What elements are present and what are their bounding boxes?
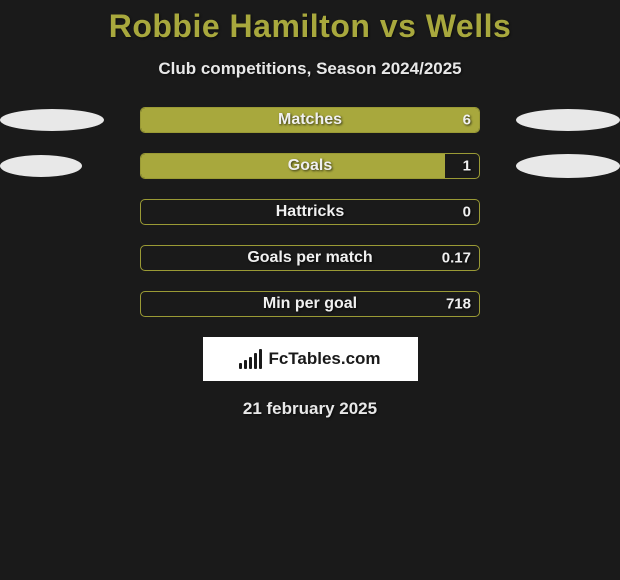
stat-row-goals-per-match: Goals per match 0.17 [0,245,620,271]
stat-bar: Goals 1 [140,153,480,179]
stat-value: 718 [446,296,471,313]
stat-label: Min per goal [141,295,479,313]
left-ellipse [0,109,104,131]
stat-bar-fill [141,108,479,132]
stat-bar: Matches 6 [140,107,480,133]
brand-box: FcTables.com [203,337,418,381]
stat-bar-fill [141,154,445,178]
stat-bar: Min per goal 718 [140,291,480,317]
date-text: 21 february 2025 [0,399,620,419]
left-ellipse [0,155,82,177]
page-title: Robbie Hamilton vs Wells [0,8,620,45]
comparison-infographic: Robbie Hamilton vs Wells Club competitio… [0,0,620,419]
stat-row-hattricks: Hattricks 0 [0,199,620,225]
stat-label: Goals per match [141,249,479,267]
right-ellipse [516,154,620,178]
right-ellipse [516,109,620,131]
brand-text: FcTables.com [268,349,380,369]
stat-value: 1 [463,158,471,175]
stat-bar: Goals per match 0.17 [140,245,480,271]
stat-value: 0 [463,204,471,221]
stat-row-min-per-goal: Min per goal 718 [0,291,620,317]
stat-rows: Matches 6 Goals 1 Hattricks 0 [0,107,620,317]
stat-row-matches: Matches 6 [0,107,620,133]
stat-row-goals: Goals 1 [0,153,620,179]
stat-value: 0.17 [442,250,471,267]
bar-chart-icon [239,349,262,369]
subtitle: Club competitions, Season 2024/2025 [0,59,620,79]
stat-bar: Hattricks 0 [140,199,480,225]
stat-label: Hattricks [141,203,479,221]
